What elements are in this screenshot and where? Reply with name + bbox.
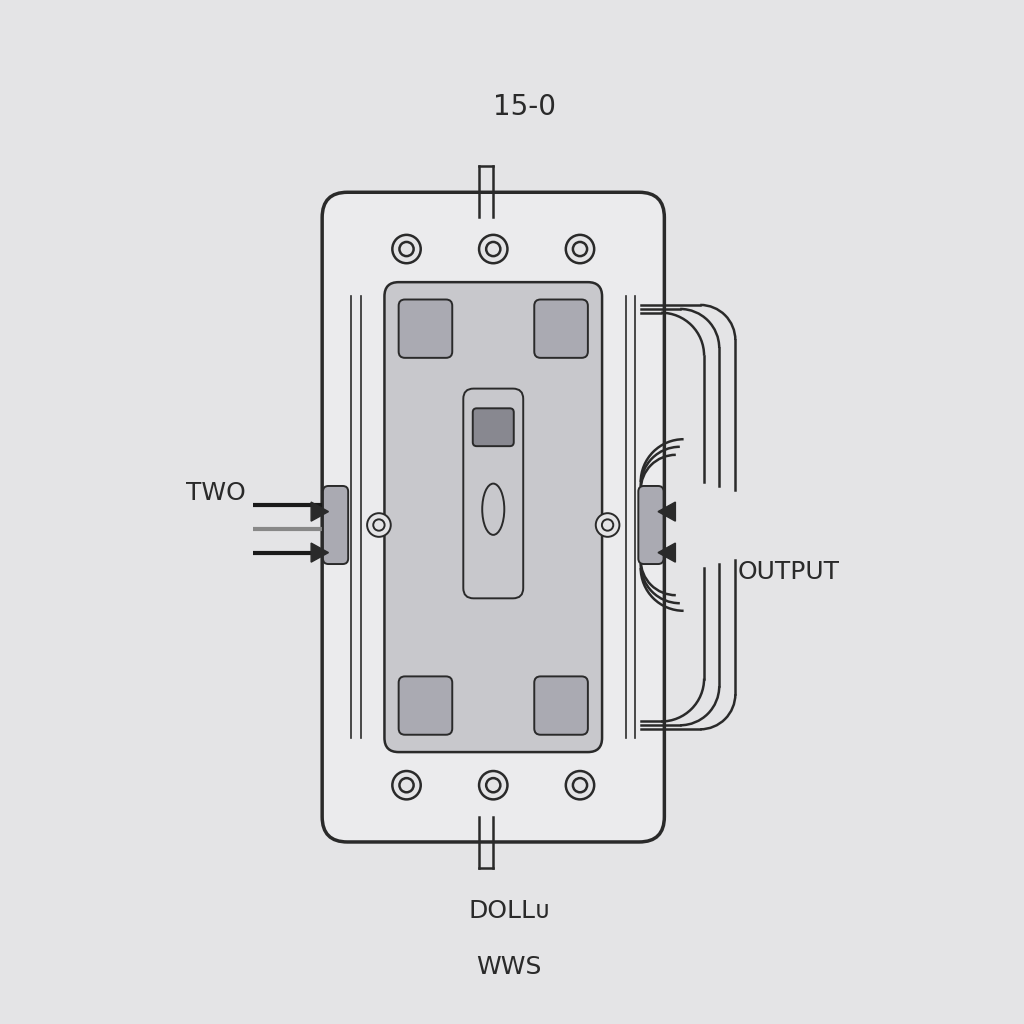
Circle shape [566, 234, 594, 263]
Text: WWS: WWS [476, 954, 542, 979]
Circle shape [566, 771, 594, 800]
FancyBboxPatch shape [398, 677, 453, 735]
Circle shape [392, 771, 421, 800]
Polygon shape [658, 502, 676, 521]
FancyBboxPatch shape [384, 283, 602, 752]
FancyBboxPatch shape [638, 486, 664, 564]
Text: 15-0: 15-0 [494, 93, 556, 121]
FancyBboxPatch shape [398, 299, 453, 357]
Circle shape [479, 771, 508, 800]
FancyBboxPatch shape [463, 388, 523, 598]
Text: OUTPUT: OUTPUT [737, 560, 840, 585]
FancyBboxPatch shape [323, 193, 665, 842]
FancyBboxPatch shape [535, 299, 588, 357]
Polygon shape [311, 543, 329, 562]
FancyBboxPatch shape [535, 677, 588, 735]
Text: TWO: TWO [185, 481, 246, 506]
Polygon shape [311, 502, 329, 521]
Circle shape [479, 234, 508, 263]
FancyBboxPatch shape [473, 409, 514, 446]
Circle shape [596, 513, 620, 537]
Circle shape [392, 234, 421, 263]
Polygon shape [658, 543, 676, 562]
Circle shape [367, 513, 391, 537]
Text: DOLLᴜ: DOLLᴜ [468, 899, 550, 924]
FancyBboxPatch shape [323, 486, 348, 564]
